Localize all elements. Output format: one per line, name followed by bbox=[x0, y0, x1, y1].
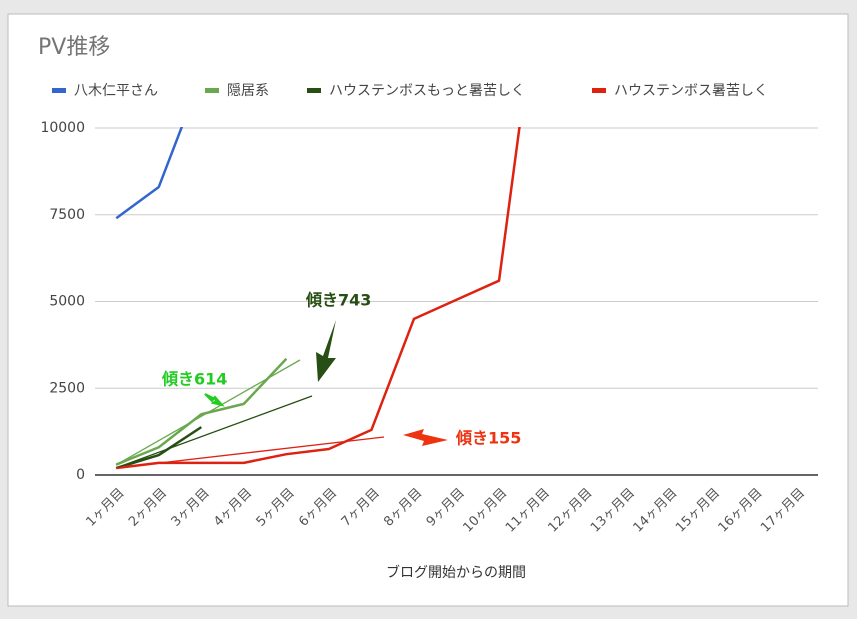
trendline bbox=[115, 395, 313, 469]
chart-title: PV推移 bbox=[38, 35, 110, 60]
y-tick-label: 10000 bbox=[40, 120, 85, 136]
legend-label: ハウステンボスもっと暑苦しく bbox=[329, 83, 525, 99]
series-line bbox=[115, 127, 184, 220]
series-line bbox=[115, 426, 203, 470]
trendline bbox=[115, 359, 301, 466]
legend-swatch bbox=[52, 88, 66, 93]
arrows bbox=[204, 320, 448, 446]
legend-label: ハウステンボス暑苦しく bbox=[614, 83, 768, 99]
y-tick-label: 2500 bbox=[49, 380, 85, 396]
arrow bbox=[316, 320, 336, 382]
y-tick-label: 7500 bbox=[49, 207, 85, 223]
series-line bbox=[115, 357, 288, 466]
legend-label: 隠居系 bbox=[227, 83, 269, 99]
chart-background bbox=[7, 13, 849, 607]
annotation: 傾き155 bbox=[455, 429, 521, 448]
trendlines bbox=[115, 359, 385, 469]
legend-swatch bbox=[592, 88, 606, 93]
arrow bbox=[403, 429, 448, 446]
y-tick-label: 0 bbox=[76, 467, 85, 483]
legend-swatch bbox=[205, 88, 219, 93]
series-line bbox=[116, 127, 521, 470]
annotation: 傾き614 bbox=[161, 370, 227, 389]
legend-swatch bbox=[307, 88, 321, 93]
x-axis-label: ブログ開始からの期間 bbox=[386, 564, 526, 581]
legend-label: 八木仁平さん bbox=[74, 83, 158, 99]
trendline bbox=[115, 436, 385, 469]
y-tick-label: 5000 bbox=[49, 294, 85, 310]
arrow bbox=[204, 393, 225, 407]
annotation: 傾き743 bbox=[305, 291, 371, 310]
